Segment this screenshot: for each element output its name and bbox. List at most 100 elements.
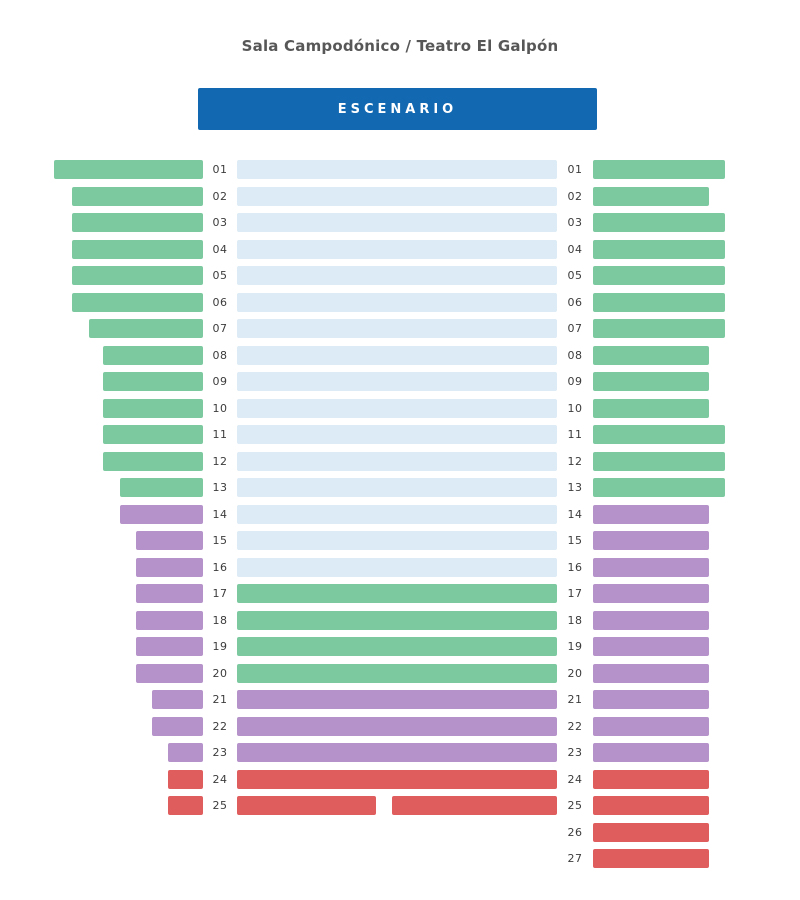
seat-block-left-row-25[interactable] (168, 796, 203, 815)
seat-block-right-row-19[interactable] (593, 637, 709, 656)
row-label-right-25: 25 (567, 799, 583, 812)
seat-block-right-row-22[interactable] (593, 716, 709, 736)
seat-block-right-row-09[interactable] (593, 372, 709, 391)
seat-block-left-row-23[interactable] (168, 743, 203, 762)
seat-block-center-row-17[interactable] (237, 584, 557, 603)
seat-row-20: 20 20 (0, 663, 800, 683)
seat-block-center-row-09[interactable] (237, 372, 557, 391)
seat-block-center-row-18[interactable] (237, 610, 557, 630)
seat-block-left-row-16[interactable] (136, 557, 203, 577)
row-label-right-02: 02 (567, 189, 583, 203)
row-label-right-07: 07 (567, 322, 583, 335)
seat-block-right-row-12[interactable] (593, 451, 725, 471)
seat-block-right-row-07[interactable] (593, 319, 725, 338)
seat-block-left-row-01[interactable] (54, 160, 203, 179)
seat-block-left-row-24[interactable] (168, 769, 203, 789)
row-label-right-09: 09 (567, 375, 583, 388)
seat-block-right-row-01[interactable] (593, 160, 725, 179)
seat-block-center-row-08[interactable] (237, 345, 557, 365)
seat-block-center-row-06[interactable] (237, 292, 557, 312)
seat-block-right-row-20[interactable] (593, 663, 709, 683)
seat-block-right-row-25[interactable] (593, 796, 709, 815)
seat-block-right-row-05[interactable] (593, 266, 725, 285)
seat-block-left-row-11[interactable] (103, 425, 203, 444)
seat-block-center-row-02[interactable] (237, 186, 557, 206)
seat-row-04: 04 04 (0, 239, 800, 259)
seat-block-right-row-21[interactable] (593, 690, 709, 709)
seat-block-center-1-row-25[interactable] (237, 796, 376, 815)
seat-row-05: 05 05 (0, 266, 800, 285)
seat-block-center-row-03[interactable] (237, 213, 557, 232)
seat-block-right-row-06[interactable] (593, 292, 725, 312)
seat-block-left-row-15[interactable] (136, 531, 203, 550)
seat-block-left-row-05[interactable] (72, 266, 203, 285)
seat-row-01: 01 01 (0, 160, 800, 179)
row-label-left-10: 10 (212, 401, 228, 415)
seat-block-right-row-13[interactable] (593, 478, 725, 497)
seat-block-right-row-17[interactable] (593, 584, 709, 603)
seat-block-center-row-10[interactable] (237, 398, 557, 418)
seat-block-center-row-15[interactable] (237, 531, 557, 550)
seat-block-center-row-16[interactable] (237, 557, 557, 577)
seat-block-right-row-26[interactable] (593, 822, 709, 842)
seat-block-center-row-23[interactable] (237, 743, 557, 762)
row-label-right-05: 05 (567, 269, 583, 282)
row-label-left-03: 03 (212, 216, 228, 229)
seat-block-center-row-12[interactable] (237, 451, 557, 471)
row-label-left-25: 25 (212, 799, 228, 812)
seat-block-center-row-11[interactable] (237, 425, 557, 444)
seat-block-right-row-24[interactable] (593, 769, 709, 789)
seat-block-left-row-21[interactable] (152, 690, 203, 709)
seat-block-right-row-16[interactable] (593, 557, 709, 577)
seat-row-14: 14 14 (0, 504, 800, 524)
seat-block-center-row-22[interactable] (237, 716, 557, 736)
seat-block-center-row-24[interactable] (237, 769, 557, 789)
seat-block-left-row-07[interactable] (89, 319, 203, 338)
row-label-left-11: 11 (212, 428, 228, 441)
stage-banner: ESCENARIO (198, 88, 597, 130)
seat-block-left-row-06[interactable] (72, 292, 203, 312)
seat-block-left-row-17[interactable] (136, 584, 203, 603)
seat-block-right-row-11[interactable] (593, 425, 725, 444)
seat-block-right-row-27[interactable] (593, 849, 709, 868)
seat-block-left-row-18[interactable] (136, 610, 203, 630)
seat-block-right-row-23[interactable] (593, 743, 709, 762)
row-label-right-06: 06 (567, 295, 583, 309)
seat-block-left-row-09[interactable] (103, 372, 203, 391)
seat-block-left-row-22[interactable] (152, 716, 203, 736)
seat-block-right-row-02[interactable] (593, 186, 709, 206)
row-label-left-12: 12 (212, 454, 228, 468)
seat-block-center-row-04[interactable] (237, 239, 557, 259)
seat-block-center-row-07[interactable] (237, 319, 557, 338)
seat-block-left-row-19[interactable] (136, 637, 203, 656)
row-label-left-23: 23 (212, 746, 228, 759)
seat-row-21: 21 21 (0, 690, 800, 709)
seat-block-right-row-03[interactable] (593, 213, 725, 232)
seat-block-right-row-15[interactable] (593, 531, 709, 550)
seat-block-center-row-13[interactable] (237, 478, 557, 497)
seat-block-right-row-08[interactable] (593, 345, 709, 365)
seat-block-center-2-row-25[interactable] (392, 796, 557, 815)
seat-block-center-row-01[interactable] (237, 160, 557, 179)
seat-block-left-row-03[interactable] (72, 213, 203, 232)
row-label-right-16: 16 (567, 560, 583, 574)
seat-block-left-row-20[interactable] (136, 663, 203, 683)
seat-block-right-row-10[interactable] (593, 398, 709, 418)
seat-block-left-row-08[interactable] (103, 345, 203, 365)
seat-block-center-row-19[interactable] (237, 637, 557, 656)
seat-block-left-row-10[interactable] (103, 398, 203, 418)
seat-row-17: 17 17 (0, 584, 800, 603)
seat-block-right-row-18[interactable] (593, 610, 709, 630)
seat-block-left-row-13[interactable] (120, 478, 203, 497)
seat-block-left-row-02[interactable] (72, 186, 203, 206)
seat-block-center-row-21[interactable] (237, 690, 557, 709)
seat-block-left-row-04[interactable] (72, 239, 203, 259)
seat-block-left-row-12[interactable] (103, 451, 203, 471)
seat-block-center-row-05[interactable] (237, 266, 557, 285)
seat-block-center-row-20[interactable] (237, 663, 557, 683)
seat-block-right-row-14[interactable] (593, 504, 709, 524)
seat-block-right-row-04[interactable] (593, 239, 725, 259)
seat-block-center-row-14[interactable] (237, 504, 557, 524)
seat-block-left-row-14[interactable] (120, 504, 203, 524)
